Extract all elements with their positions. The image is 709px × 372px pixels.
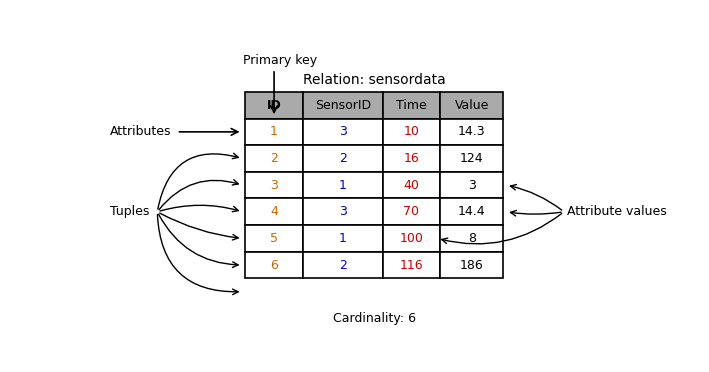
Bar <box>383 92 440 119</box>
Text: Value: Value <box>454 99 489 112</box>
Text: 1: 1 <box>339 179 347 192</box>
Bar <box>303 172 383 198</box>
FancyArrowPatch shape <box>510 185 562 210</box>
Bar <box>245 119 303 145</box>
Text: 1: 1 <box>339 232 347 245</box>
FancyArrowPatch shape <box>160 205 238 212</box>
Text: Relation: sensordata: Relation: sensordata <box>303 73 446 87</box>
Bar <box>383 119 440 145</box>
Text: 3: 3 <box>468 179 476 192</box>
FancyArrowPatch shape <box>160 213 238 240</box>
Text: 3: 3 <box>339 125 347 138</box>
Text: 70: 70 <box>403 205 420 218</box>
Text: 40: 40 <box>403 179 420 192</box>
Text: 3: 3 <box>339 205 347 218</box>
Bar <box>383 172 440 198</box>
Bar <box>383 252 440 278</box>
FancyArrowPatch shape <box>158 153 238 209</box>
FancyArrowPatch shape <box>157 215 238 295</box>
Text: Time: Time <box>396 99 427 112</box>
Text: 16: 16 <box>403 152 419 165</box>
FancyArrowPatch shape <box>510 211 562 216</box>
Text: 2: 2 <box>270 152 278 165</box>
Text: 14.3: 14.3 <box>458 125 486 138</box>
Text: Primary key: Primary key <box>242 54 317 67</box>
Bar <box>440 119 503 145</box>
Text: 186: 186 <box>460 259 484 272</box>
Text: 10: 10 <box>403 125 420 138</box>
FancyArrowPatch shape <box>159 214 238 267</box>
Text: 2: 2 <box>339 152 347 165</box>
Bar <box>383 145 440 172</box>
Bar <box>440 198 503 225</box>
Bar <box>245 172 303 198</box>
Text: 6: 6 <box>270 259 278 272</box>
Bar <box>245 252 303 278</box>
Bar <box>303 225 383 252</box>
Text: Cardinality: 6: Cardinality: 6 <box>333 312 416 325</box>
Bar <box>440 172 503 198</box>
Text: Attribute values: Attribute values <box>566 205 666 218</box>
FancyArrowPatch shape <box>442 214 562 244</box>
FancyArrowPatch shape <box>159 180 238 209</box>
Text: Attributes: Attributes <box>110 125 172 138</box>
Text: ID: ID <box>267 99 281 112</box>
Text: 14.4: 14.4 <box>458 205 486 218</box>
Bar <box>303 119 383 145</box>
Bar <box>303 92 383 119</box>
Bar <box>440 252 503 278</box>
Text: 2: 2 <box>339 259 347 272</box>
Text: 100: 100 <box>399 232 423 245</box>
Text: 8: 8 <box>468 232 476 245</box>
Bar <box>245 198 303 225</box>
Bar <box>440 225 503 252</box>
Text: 1: 1 <box>270 125 278 138</box>
Bar <box>303 252 383 278</box>
Bar <box>245 225 303 252</box>
Text: 4: 4 <box>270 205 278 218</box>
Bar <box>303 145 383 172</box>
Bar <box>303 198 383 225</box>
Text: 124: 124 <box>460 152 484 165</box>
Bar <box>440 92 503 119</box>
Bar <box>245 92 303 119</box>
Text: 3: 3 <box>270 179 278 192</box>
Text: 5: 5 <box>270 232 278 245</box>
Text: SensorID: SensorID <box>315 99 371 112</box>
Text: 116: 116 <box>400 259 423 272</box>
Bar <box>440 145 503 172</box>
Bar <box>245 145 303 172</box>
Bar <box>383 198 440 225</box>
Text: Tuples: Tuples <box>110 205 150 218</box>
Bar <box>383 225 440 252</box>
